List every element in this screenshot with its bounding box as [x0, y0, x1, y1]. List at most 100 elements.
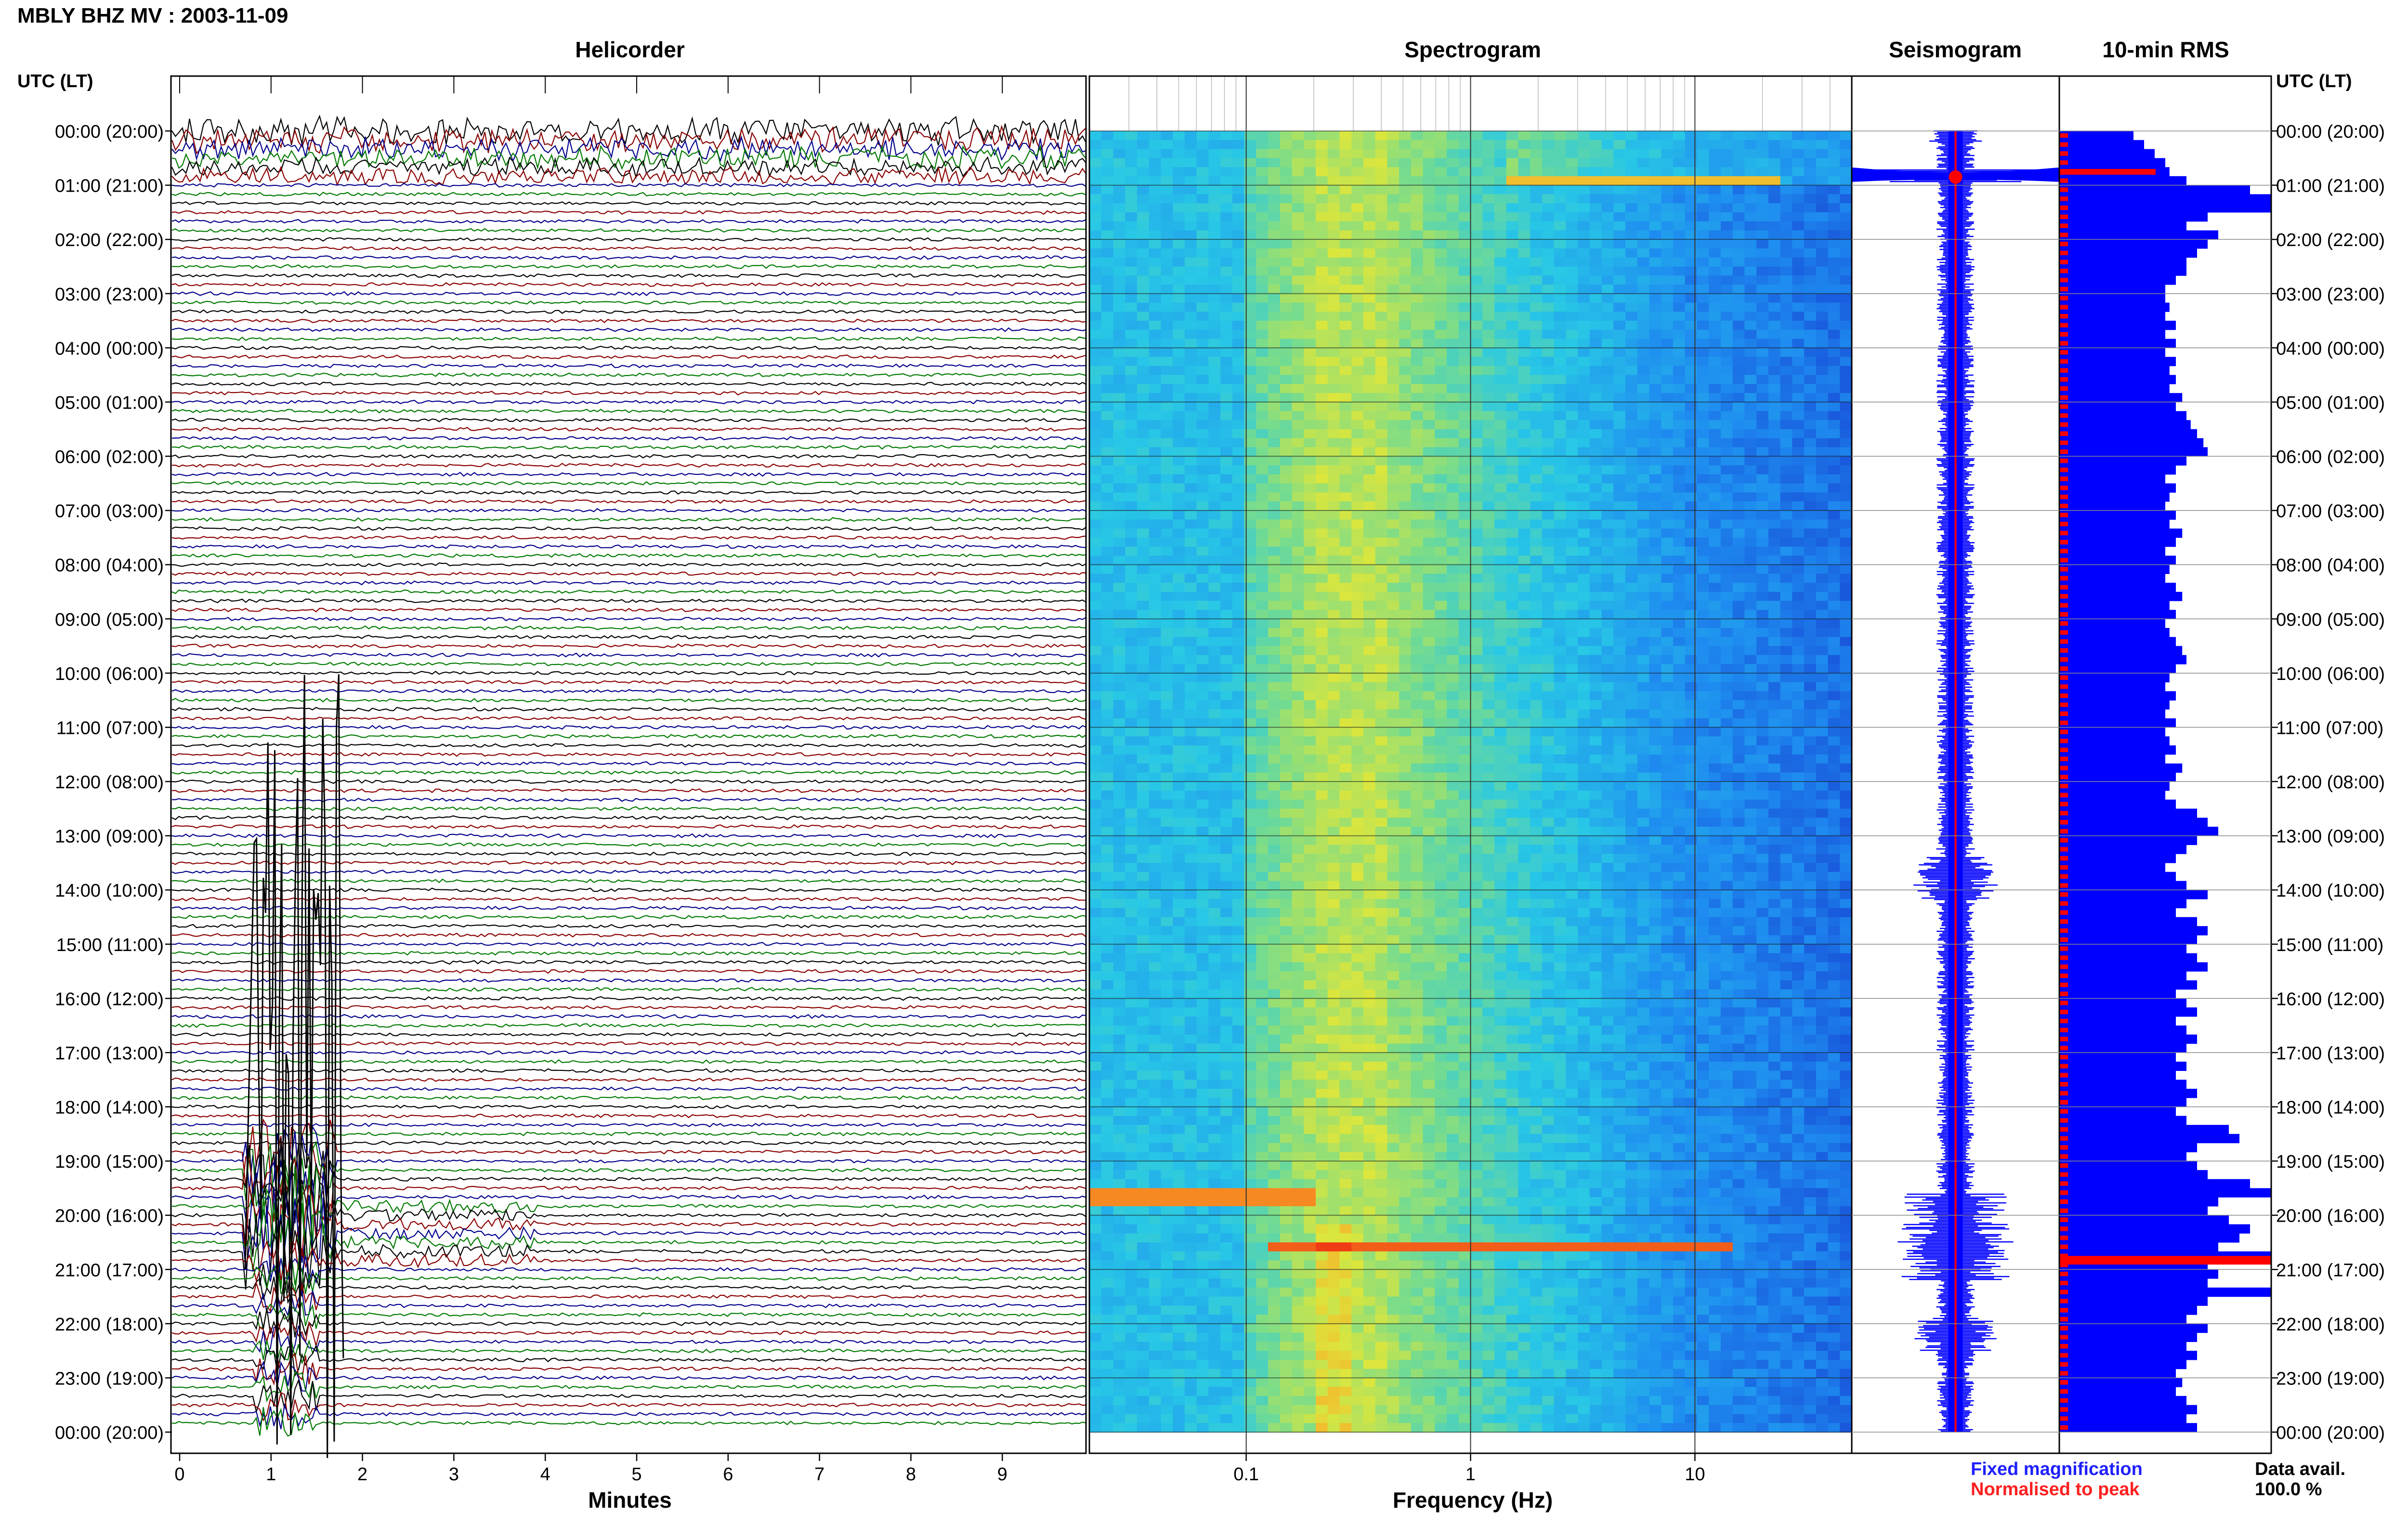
spectrogram-cell — [1101, 547, 1114, 556]
spectrogram-cell — [1363, 1296, 1376, 1306]
spectrogram-cell — [1137, 465, 1150, 475]
spectrogram-cell — [1375, 456, 1388, 466]
spectrogram-cell — [1149, 375, 1162, 385]
spectrogram-cell — [1089, 763, 1102, 773]
spectrogram-cell — [1280, 1296, 1293, 1306]
spectrogram-cell — [1470, 212, 1483, 222]
spectrogram-cell — [1208, 574, 1221, 583]
spectrogram-cell — [1196, 384, 1209, 393]
spectrogram-cell — [1399, 402, 1412, 412]
spectrogram-cell — [1208, 1342, 1221, 1351]
spectrogram-cell — [1470, 583, 1483, 592]
spectrogram-cell — [1470, 1197, 1483, 1207]
spectrogram-cell — [1435, 1269, 1447, 1279]
spectrogram-cell — [1089, 519, 1102, 529]
spectrogram-cell — [1339, 1242, 1352, 1252]
spectrogram-cell — [1232, 899, 1245, 909]
spectrogram-cell — [1101, 537, 1114, 547]
spectrogram-cell — [1435, 944, 1447, 954]
spectrogram-cell — [1351, 1070, 1364, 1080]
spectrogram-cell — [1494, 384, 1507, 393]
spectrogram-cell — [1494, 438, 1507, 448]
spectrogram-cell — [1339, 1369, 1352, 1379]
spectrogram-cell — [1137, 239, 1150, 249]
spectrogram-cell — [1339, 230, 1352, 240]
spectrogram-cell — [1327, 1206, 1340, 1216]
spectrogram-cell — [1363, 474, 1376, 484]
spectrogram-cell — [1387, 420, 1400, 430]
spectrogram-cell — [1137, 809, 1150, 818]
spectrogram-cell — [1304, 862, 1316, 873]
spectrogram-cell — [1196, 736, 1209, 746]
spectrogram-cell — [1304, 492, 1316, 502]
spectrogram-cell — [1173, 501, 1185, 511]
spectrogram-cell — [1256, 818, 1269, 827]
spectrogram-cell — [1482, 1351, 1495, 1360]
spectrogram-cell — [1435, 221, 1447, 231]
spectrogram-cell — [1149, 1359, 1162, 1370]
spectrogram-cell — [1137, 176, 1150, 186]
spectrogram-cell — [1232, 736, 1245, 746]
spectrogram-cell — [1435, 935, 1447, 945]
spectrogram-cell — [1280, 1387, 1293, 1396]
spectrogram-cell — [1125, 727, 1138, 737]
spectrogram-cell — [1399, 1342, 1412, 1351]
spectrogram-cell — [1316, 944, 1328, 954]
spectrogram-cell — [1280, 628, 1293, 638]
spectrogram-cell — [1268, 890, 1281, 900]
spectrogram-cell — [1208, 293, 1221, 303]
spectrogram-cell — [1125, 908, 1138, 918]
spectrogram-cell — [1196, 980, 1209, 990]
spectrogram-cell — [1101, 1396, 1114, 1406]
spectrogram-cell — [1161, 583, 1173, 592]
spectrogram-cell — [1339, 899, 1352, 909]
spectrogram-cell — [1387, 447, 1400, 457]
spectrogram-cell — [1280, 1007, 1293, 1017]
spectrogram-cell — [1411, 230, 1424, 240]
spectrogram-cell — [1173, 131, 1185, 141]
spectrogram-cell — [1256, 393, 1269, 403]
spectrogram-cell — [1470, 1287, 1483, 1297]
spectrogram-cell — [1482, 438, 1495, 448]
spectrogram-cell — [1470, 420, 1483, 430]
spectrogram-cell — [1149, 835, 1162, 846]
spectrogram-cell — [1113, 312, 1125, 321]
spectrogram-cell — [1316, 908, 1328, 918]
spectrogram-cell — [1363, 167, 1376, 177]
spectrogram-cell — [1196, 266, 1209, 276]
spectrogram-cell — [1244, 908, 1256, 918]
spectrogram-cell — [1458, 736, 1471, 746]
spectrogram-cell — [1447, 1315, 1459, 1324]
spectrogram-cell — [1161, 619, 1173, 628]
spectrogram-cell — [1208, 1323, 1221, 1333]
spectrogram-cell — [1363, 818, 1376, 827]
spectrogram-cell — [1327, 727, 1340, 737]
spectrogram-cell — [1327, 339, 1340, 349]
spectrogram-cell — [1351, 962, 1364, 972]
spectrogram-cell — [1256, 285, 1269, 294]
spectrogram-cell — [1173, 176, 1185, 186]
spectrogram-cell — [1220, 745, 1233, 755]
spectrogram-cell — [1494, 980, 1507, 990]
spectrogram-cell — [1316, 302, 1328, 313]
spectrogram-cell — [1113, 845, 1125, 854]
spectrogram-cell — [1482, 1080, 1495, 1089]
spectrogram-cell — [1232, 176, 1245, 186]
spectrogram-cell — [1137, 1315, 1150, 1324]
spectrogram-cell — [1411, 592, 1424, 601]
spectrogram-cell — [1387, 429, 1400, 439]
spectrogram-cell — [1268, 818, 1281, 827]
spectrogram-cell — [1375, 980, 1388, 990]
spectrogram-cell — [1316, 1215, 1328, 1225]
spectrogram-cell — [1125, 1170, 1138, 1180]
spectrogram-cell — [1292, 564, 1304, 574]
spectrogram-cell — [1375, 1134, 1388, 1144]
spectrogram-cell — [1280, 1134, 1293, 1144]
spectrogram-cell — [1149, 1342, 1162, 1351]
spectrogram-cell — [1089, 1215, 1102, 1225]
spectrogram-cell — [1137, 682, 1150, 692]
spectrogram-cell — [1363, 1134, 1376, 1144]
spectrogram-cell — [1113, 221, 1125, 231]
spectrogram-cell — [1256, 1206, 1269, 1216]
spectrogram-cell — [1363, 1125, 1376, 1135]
